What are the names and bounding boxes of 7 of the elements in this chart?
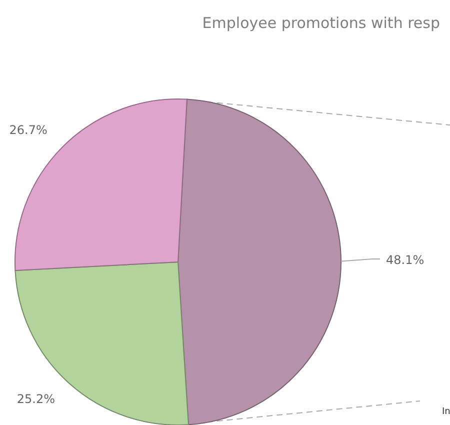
data-label: 48.1% xyxy=(386,253,424,268)
data-label: 26.7% xyxy=(9,122,48,137)
data-label: 25.2% xyxy=(16,392,55,406)
pie-slice xyxy=(14,262,189,425)
text: In xyxy=(442,407,450,417)
pie-slice xyxy=(178,98,342,425)
chart-title: Employee promotions with resp xyxy=(202,14,440,32)
